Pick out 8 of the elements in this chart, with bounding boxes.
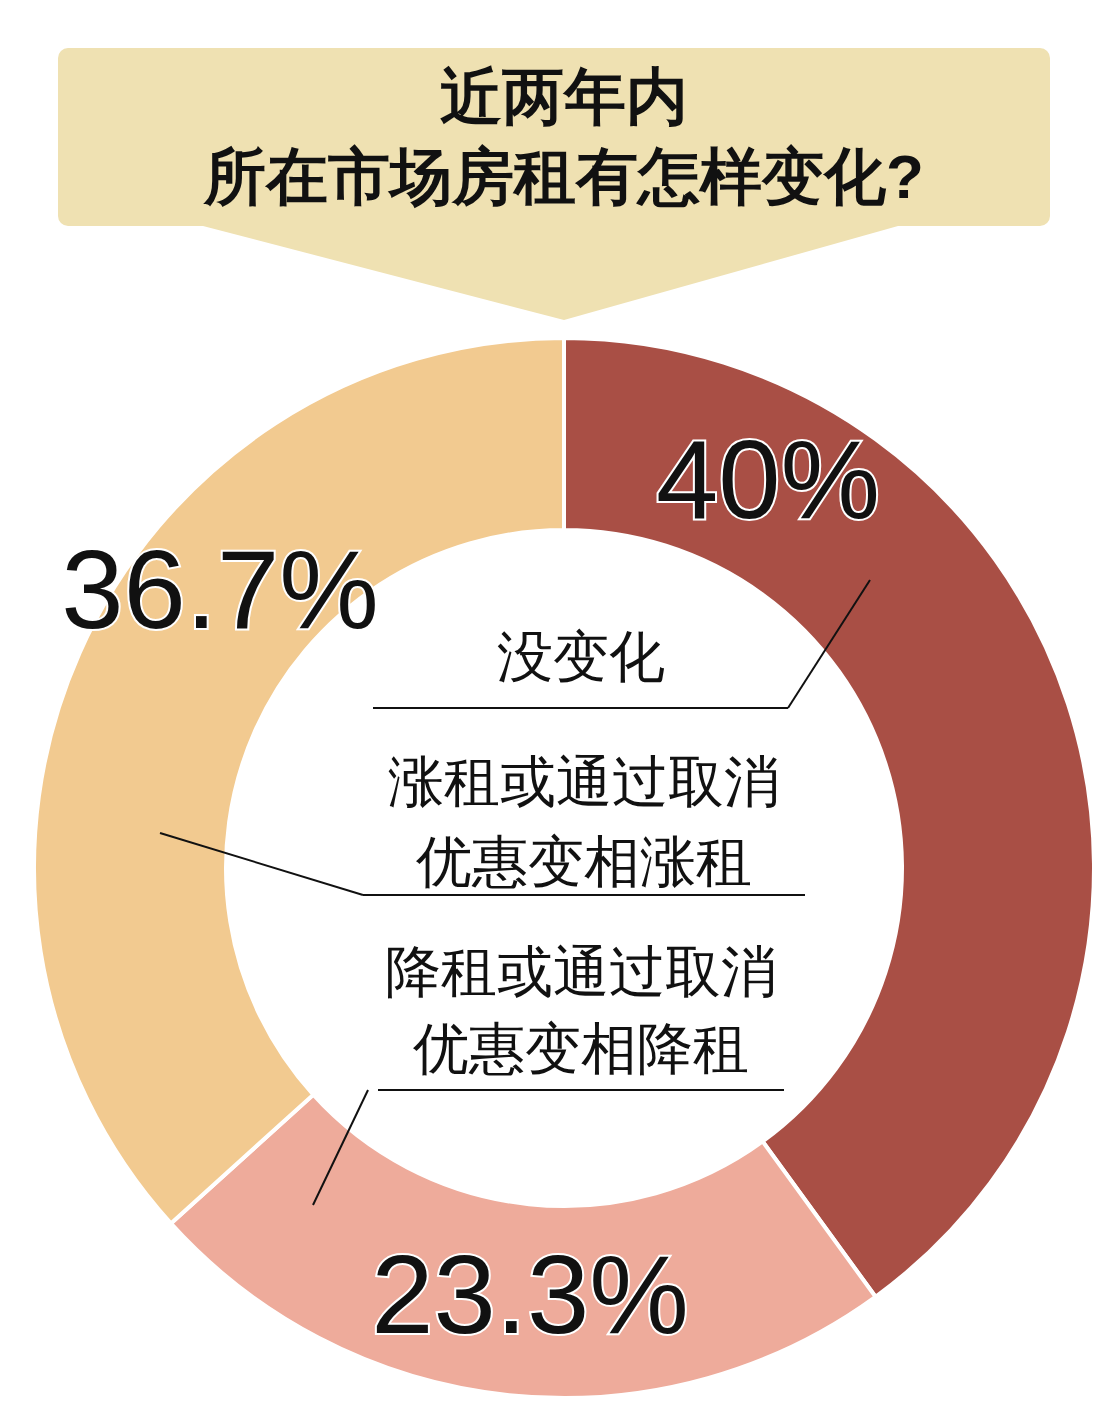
- data-label: 23.3%: [371, 1232, 689, 1357]
- slice-label: 没变化: [496, 626, 665, 688]
- slice-label: 降租或通过取消优惠变相降租: [385, 941, 777, 1080]
- slice-label: 涨租或通过取消优惠变相涨租: [388, 751, 780, 893]
- data-label: 36.7%: [61, 527, 379, 652]
- chart-title: 近两年内: [440, 62, 688, 131]
- chart-subtitle: 所在市场房租有怎样变化?: [203, 142, 924, 211]
- data-label: 40%: [655, 417, 881, 542]
